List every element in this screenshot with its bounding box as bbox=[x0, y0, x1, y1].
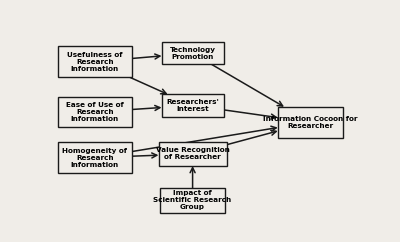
FancyBboxPatch shape bbox=[58, 142, 132, 173]
Text: Ease of Use of
Research
Information: Ease of Use of Research Information bbox=[66, 102, 124, 122]
Text: Value Recognition
of Researcher: Value Recognition of Researcher bbox=[156, 147, 230, 160]
FancyBboxPatch shape bbox=[162, 94, 224, 117]
FancyBboxPatch shape bbox=[58, 46, 132, 77]
Text: Impact of
Scientific Research
Group: Impact of Scientific Research Group bbox=[154, 190, 232, 211]
Text: Information Cocoon for
Researcher: Information Cocoon for Researcher bbox=[263, 116, 358, 129]
FancyBboxPatch shape bbox=[58, 97, 132, 127]
FancyBboxPatch shape bbox=[162, 42, 224, 64]
Text: Homogeneity of
Research
Information: Homogeneity of Research Information bbox=[62, 148, 128, 168]
Text: Technology
Promotion: Technology Promotion bbox=[170, 47, 216, 60]
FancyBboxPatch shape bbox=[160, 188, 225, 212]
Text: Usefulness of
Research
Information: Usefulness of Research Information bbox=[67, 52, 123, 72]
FancyBboxPatch shape bbox=[278, 107, 343, 138]
Text: Researchers'
Interest: Researchers' Interest bbox=[166, 99, 219, 112]
FancyBboxPatch shape bbox=[158, 142, 227, 166]
